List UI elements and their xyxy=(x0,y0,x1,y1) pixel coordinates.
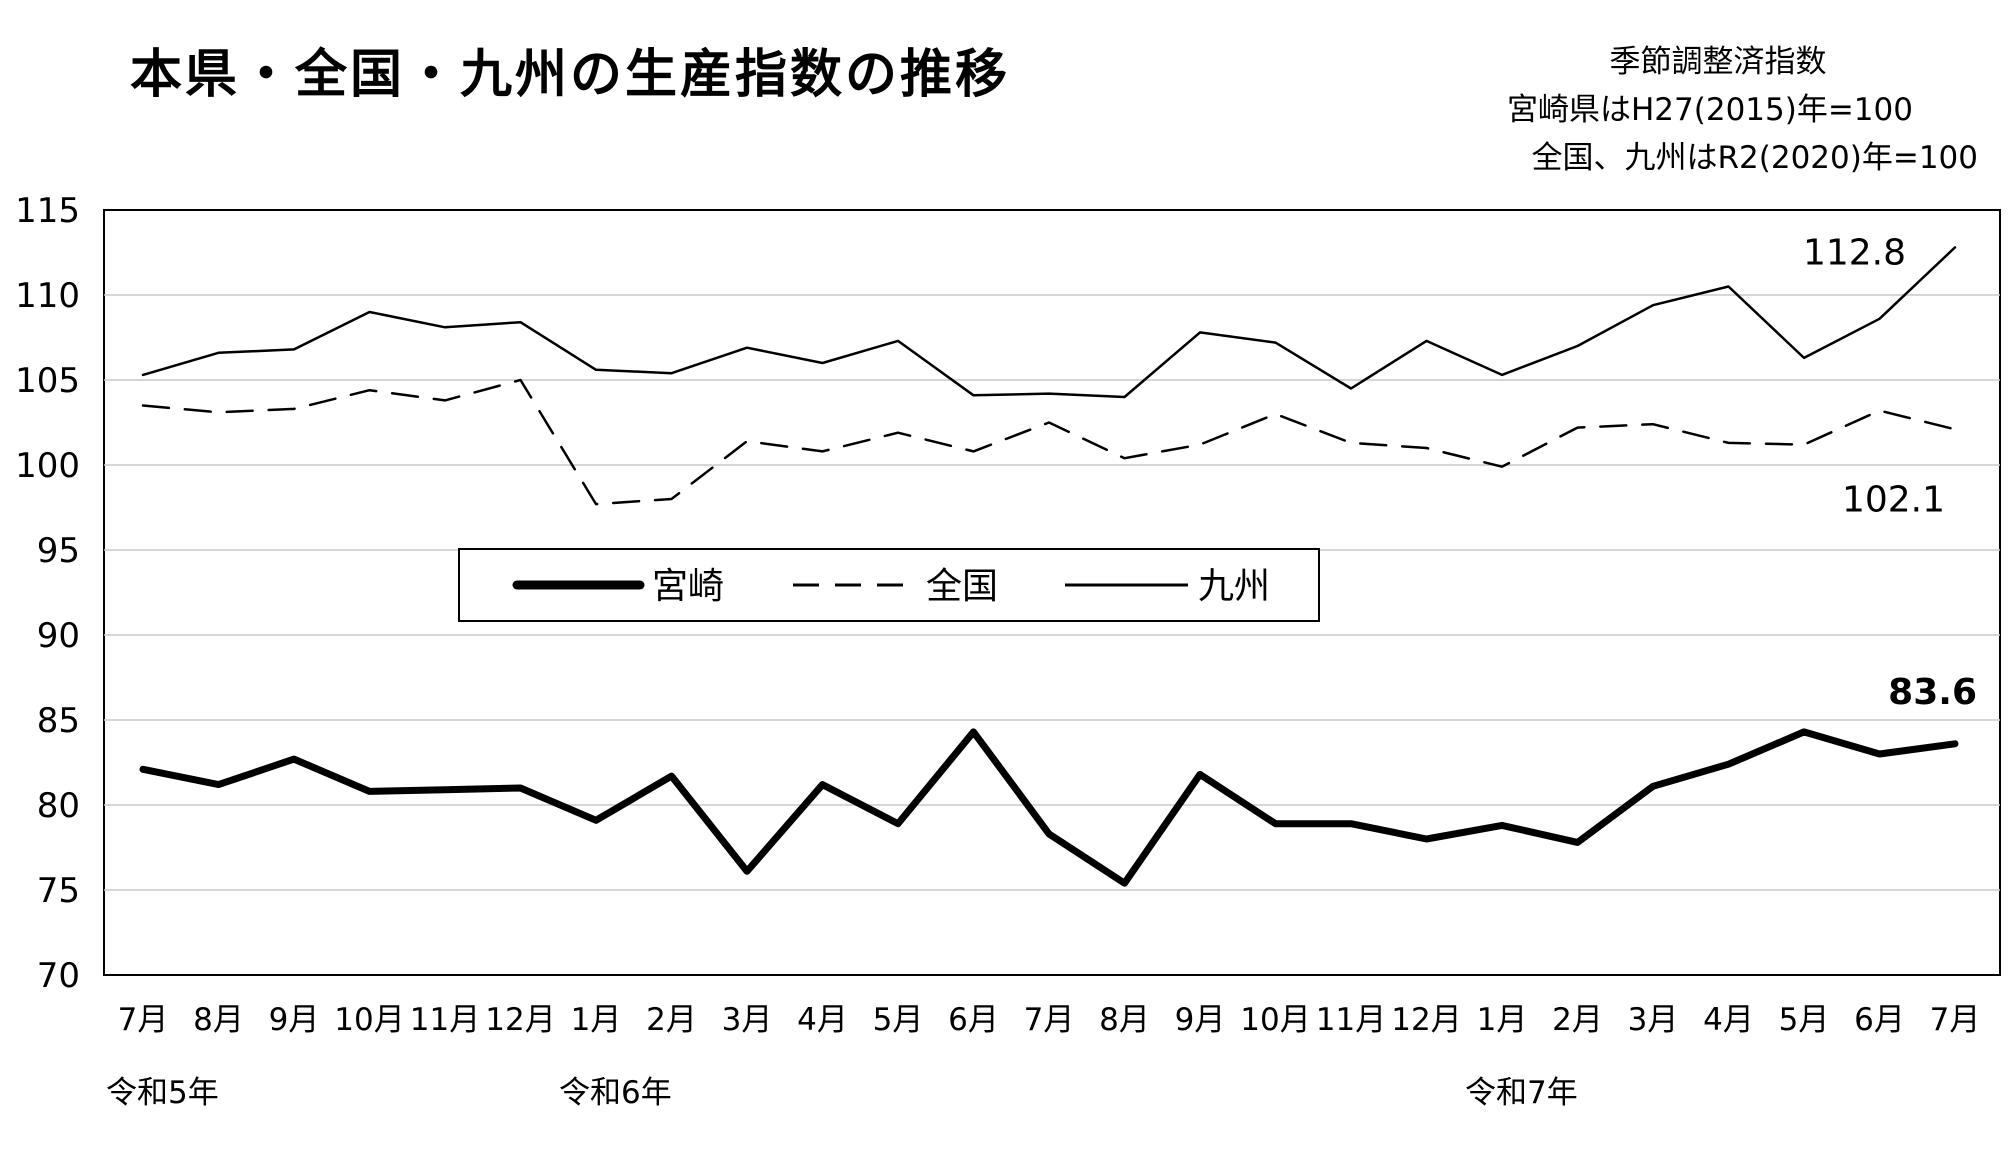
y-tick-label: 115 xyxy=(15,191,80,231)
legend: 宮崎 全国 九州 xyxy=(458,548,1320,622)
x-tick-label: 1月 xyxy=(1477,1002,1528,1038)
legend-label-miyazaki: 宮崎 xyxy=(652,566,724,607)
y-tick-label: 95 xyxy=(37,531,80,571)
series-line-national xyxy=(141,378,1957,506)
legend-label-national: 全国 xyxy=(926,566,998,607)
x-tick-label: 11月 xyxy=(410,1002,480,1038)
era-label: 令和5年 xyxy=(106,1075,219,1111)
y-axis-ticks: 70 75 80 85 90 95 100 105 110 115 xyxy=(15,191,80,996)
era-label: 令和6年 xyxy=(559,1075,672,1111)
end-value-labels: 83.6 102.1 112.8 xyxy=(1803,232,1977,712)
y-tick-label: 105 xyxy=(15,361,80,401)
x-tick-label: 2月 xyxy=(1552,1002,1603,1038)
x-tick-label: 7月 xyxy=(1930,1002,1981,1038)
note-seasonal: 季節調整済指数 xyxy=(1610,44,1827,80)
x-tick-label: 6月 xyxy=(1854,1002,1905,1038)
x-tick-label: 4月 xyxy=(797,1002,848,1038)
x-tick-label: 9月 xyxy=(1175,1002,1226,1038)
x-axis-ticks: 7月 8月 9月 10月 11月 12月 1月 2月 3月 4月 5月 6月 7月 8月 9月 10月 11月 1… xyxy=(118,1002,1981,1038)
y-tick-label: 110 xyxy=(15,276,80,316)
plot-area xyxy=(103,209,2001,976)
chart-notes: 季節調整済指数 宮崎県はH27(2015)年=100 全国、九州はR2(2020… xyxy=(1507,44,1978,176)
x-tick-label: 8月 xyxy=(1099,1002,1150,1038)
x-tick-label: 11月 xyxy=(1316,1002,1386,1038)
x-tick-label: 5月 xyxy=(1779,1002,1830,1038)
x-tick-label: 4月 xyxy=(1703,1002,1754,1038)
end-label-kyushu: 112.8 xyxy=(1803,232,1906,273)
era-labels: 令和5年 令和6年 令和7年 xyxy=(106,1075,1578,1111)
chart-title: 本県・全国・九州の生産指数の推移 xyxy=(130,45,1010,105)
y-tick-label: 70 xyxy=(37,956,80,996)
end-label-miyazaki: 83.6 xyxy=(1888,672,1977,713)
y-tick-label: 80 xyxy=(37,786,80,826)
x-tick-label: 7月 xyxy=(1024,1002,1075,1038)
x-tick-label: 8月 xyxy=(193,1002,244,1038)
y-tick-label: 100 xyxy=(15,446,80,486)
gridlines xyxy=(104,294,2000,891)
x-tick-label: 1月 xyxy=(571,1002,622,1038)
x-tick-label: 6月 xyxy=(948,1002,999,1038)
series-line-kyushu xyxy=(141,246,1957,399)
x-tick-label: 7月 xyxy=(118,1002,169,1038)
series-line-miyazaki xyxy=(139,728,1959,887)
y-tick-label: 75 xyxy=(37,871,80,911)
x-tick-label: 5月 xyxy=(873,1002,924,1038)
x-tick-label: 10月 xyxy=(1240,1002,1310,1038)
era-label: 令和7年 xyxy=(1465,1075,1578,1111)
legend-label-kyushu: 九州 xyxy=(1198,566,1270,607)
note-miyazaki-base: 宮崎県はH27(2015)年=100 xyxy=(1507,92,1913,128)
end-label-national: 102.1 xyxy=(1842,479,1945,520)
x-tick-label: 3月 xyxy=(722,1002,773,1038)
x-tick-label: 9月 xyxy=(269,1002,320,1038)
note-national-kyushu-base: 全国、九州はR2(2020)年=100 xyxy=(1532,140,1979,176)
y-tick-label: 85 xyxy=(37,701,80,741)
x-tick-label: 2月 xyxy=(646,1002,697,1038)
x-tick-label: 12月 xyxy=(485,1002,555,1038)
x-tick-label: 12月 xyxy=(1391,1002,1461,1038)
series-lines xyxy=(139,246,1959,887)
x-tick-label: 10月 xyxy=(334,1002,404,1038)
y-tick-label: 90 xyxy=(37,616,80,656)
x-tick-label: 3月 xyxy=(1628,1002,1679,1038)
